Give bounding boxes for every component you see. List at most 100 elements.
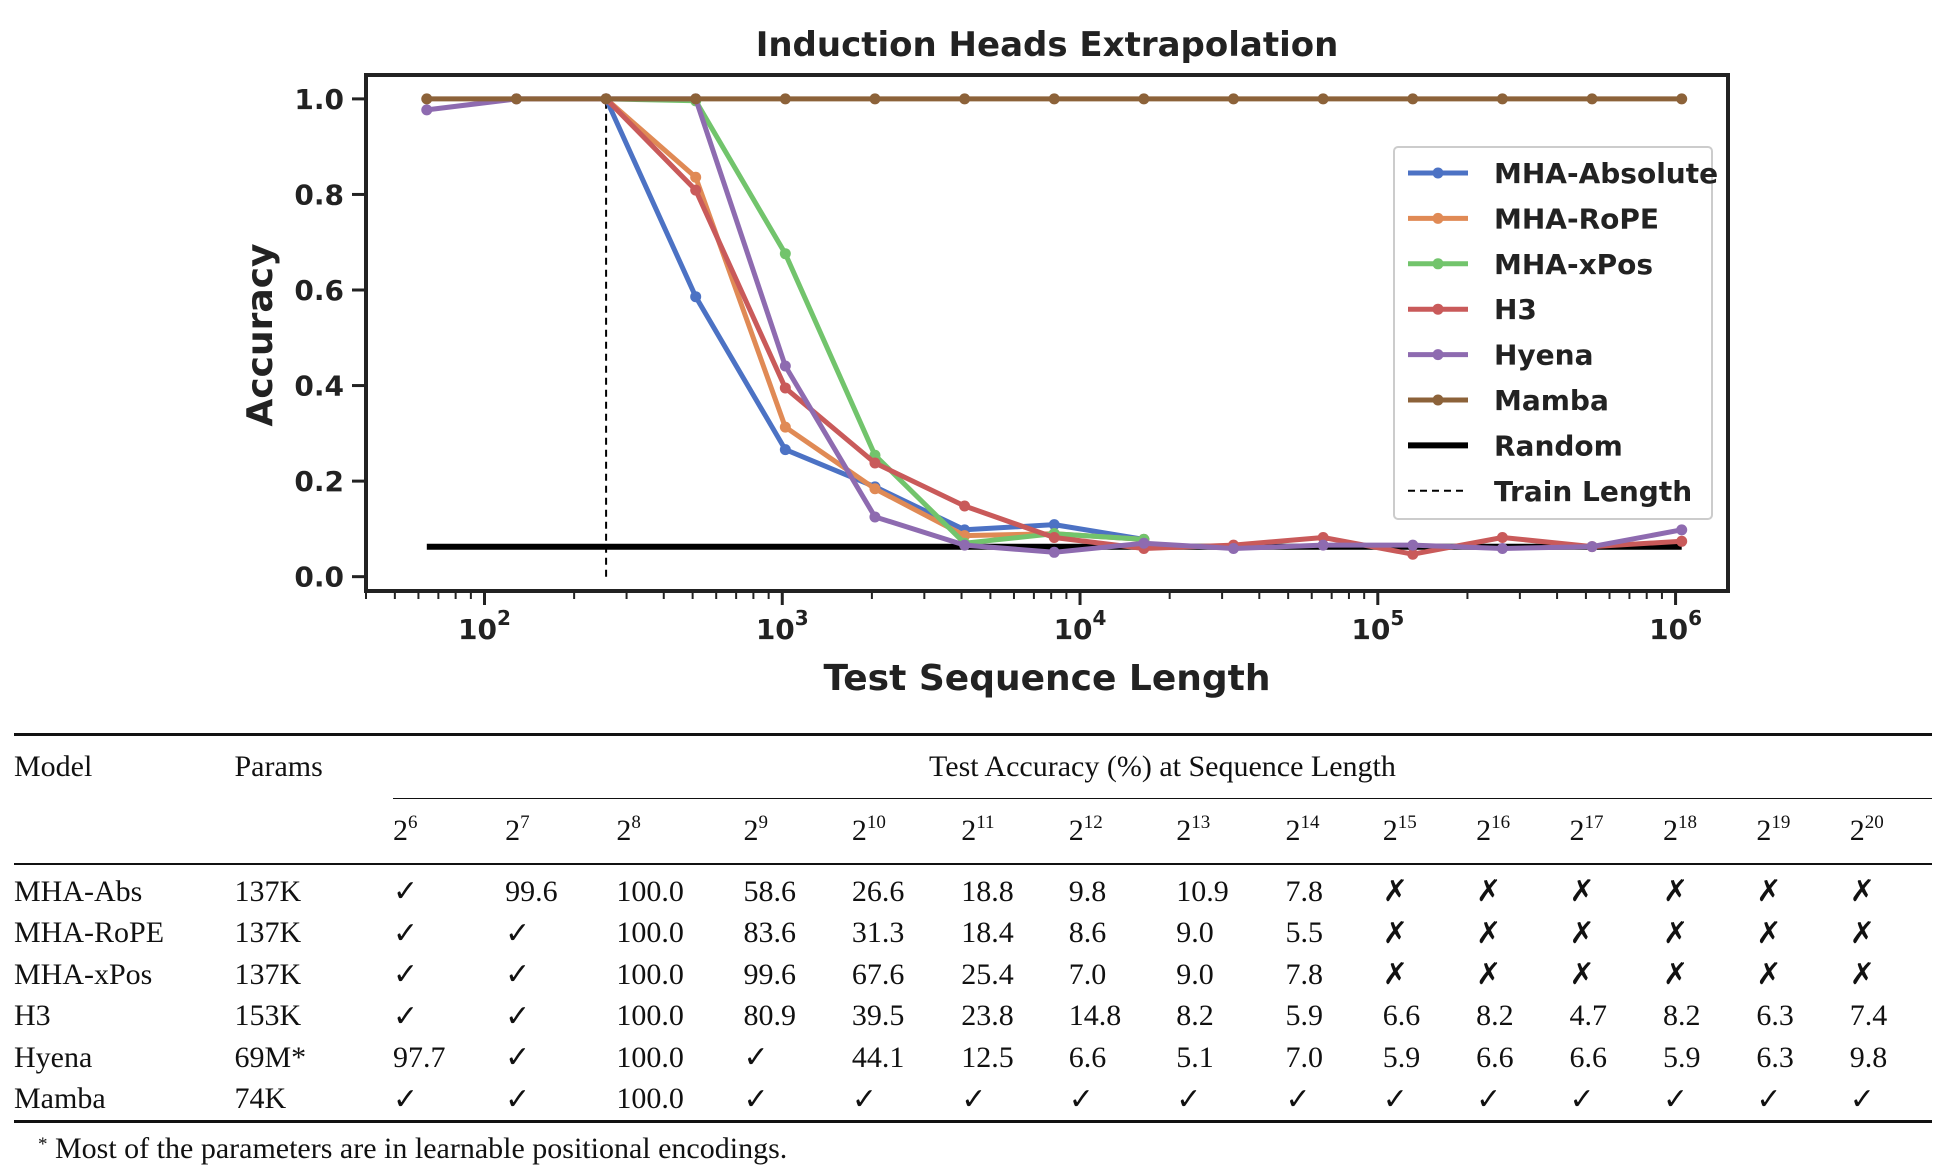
- col-header-span: Test Accuracy (%) at Sequence Length: [929, 750, 1396, 783]
- accuracy-cell: 5.9: [1382, 1040, 1421, 1074]
- data-point-mha-absolute: [690, 291, 702, 303]
- accuracy-cell: ✗: [1756, 958, 1782, 992]
- accuracy-cell: 80.9: [743, 999, 797, 1033]
- table-row: MHA-Abs 137K ✓ 99.6 100.0 58.6 26.6 18.8 9.8 10.9…: [14, 865, 1932, 913]
- length-header: 220: [1849, 798, 1932, 864]
- data-point-hyena: [869, 511, 881, 523]
- accuracy-cell: 8.2: [1476, 999, 1514, 1033]
- accuracy-cell: ✓: [392, 875, 419, 909]
- accuracy-cell: ✗: [1569, 875, 1595, 909]
- data-point-h3: [1048, 531, 1060, 543]
- data-point-hyena: [1496, 542, 1508, 554]
- accuracy-cell: ✓: [743, 1041, 769, 1075]
- accuracy-cell: ✓: [1662, 1082, 1689, 1116]
- length-header: 215: [1382, 798, 1477, 864]
- accuracy-cell: 8.6: [1068, 916, 1107, 950]
- legend-marker-mamba: [1432, 394, 1444, 406]
- params-cell: 69M*: [234, 1040, 307, 1074]
- length-header: 29: [743, 798, 852, 864]
- legend-box: [1393, 146, 1713, 520]
- data-point-hyena: [959, 539, 971, 551]
- model-name-cell: Mamba: [14, 1082, 106, 1116]
- accuracy-cell: ✗: [1849, 875, 1875, 909]
- legend-label-random: Random: [1494, 429, 1623, 462]
- data-point-mamba: [1228, 93, 1240, 105]
- data-point-mamba: [690, 93, 702, 105]
- length-header: 219: [1756, 798, 1850, 864]
- series-line-mha-rope: [604, 97, 1145, 542]
- accuracy-cell: 14.8: [1068, 999, 1122, 1033]
- legend-marker-hyena: [1432, 349, 1444, 361]
- x-tick-label: 106: [1649, 606, 1702, 646]
- table-row: H3 153K ✓ ✓ 100.0 80.9 39.5 23.8 14.8 8.2 5.9 6.6 8.…: [14, 996, 1932, 1038]
- accuracy-cell: ✓: [1849, 1082, 1875, 1116]
- legend-marker-mha-rope: [1432, 212, 1444, 224]
- accuracy-cell: ✗: [1849, 916, 1875, 950]
- accuracy-cell: 100.0: [616, 916, 684, 950]
- accuracy-cell: ✗: [1476, 875, 1502, 909]
- legend-marker-mha-absolute: [1432, 167, 1444, 179]
- data-point-mamba: [779, 93, 791, 105]
- accuracy-cell: ✓: [1176, 1082, 1202, 1116]
- model-name-cell: MHA-RoPE: [14, 916, 165, 950]
- accuracy-cell: ✓: [1285, 1082, 1311, 1116]
- x-tick-label: 105: [1351, 606, 1404, 646]
- model-name-cell: MHA-xPos: [14, 957, 153, 991]
- accuracy-cell: 58.6: [743, 874, 797, 908]
- accuracy-cell: ✓: [505, 958, 531, 992]
- accuracy-cell: ✗: [1756, 916, 1782, 950]
- accuracy-cell: ✓: [505, 916, 531, 950]
- length-header: 210: [851, 798, 962, 864]
- accuracy-cell: 100.0: [616, 1040, 684, 1074]
- data-point-mha-absolute: [1048, 519, 1060, 531]
- accuracy-cell: ✓: [392, 958, 419, 992]
- accuracy-cell: 100.0: [616, 999, 684, 1033]
- length-header: 26: [392, 798, 506, 864]
- legend-marker-h3: [1432, 303, 1444, 315]
- accuracy-cell: ✓: [743, 1082, 769, 1116]
- accuracy-cell: ✓: [851, 1082, 878, 1116]
- accuracy-cell: 7.8: [1285, 957, 1324, 991]
- x-axis-label: Test Sequence Length: [823, 658, 1270, 699]
- accuracy-cell: ✗: [1569, 916, 1595, 950]
- length-header: 216: [1476, 798, 1570, 864]
- params-cell: 137K: [234, 957, 302, 991]
- data-point-mamba: [421, 93, 433, 105]
- data-point-h3: [1407, 548, 1419, 560]
- accuracy-cell: 7.8: [1285, 874, 1324, 908]
- data-point-mamba: [869, 93, 881, 105]
- data-point-hyena: [1407, 539, 1419, 551]
- accuracy-cell: 10.9: [1176, 874, 1229, 908]
- accuracy-cell: 4.7: [1569, 999, 1608, 1033]
- data-point-h3: [1676, 535, 1688, 547]
- accuracy-cell: ✗: [1382, 916, 1408, 950]
- accuracy-cell: 8.2: [1662, 999, 1701, 1033]
- accuracy-cell: 18.8: [961, 874, 1014, 908]
- legend-label-hyena: Hyena: [1494, 339, 1594, 372]
- data-point-mamba: [1676, 93, 1688, 105]
- data-point-mamba: [1496, 93, 1508, 105]
- params-cell: 153K: [234, 999, 302, 1033]
- accuracy-cell: 83.6: [743, 916, 797, 950]
- y-tick-label: 0.8: [294, 178, 344, 211]
- chart-title: Induction Heads Extrapolation: [756, 25, 1339, 65]
- legend-marker-mha-xpos: [1432, 258, 1444, 270]
- legend: MHA-Absolute MHA-RoPE MHA-xPos H3 Hyena Mamba…: [1393, 146, 1718, 520]
- legend-label-mha-rope: MHA-RoPE: [1494, 202, 1659, 235]
- x-tick-label: 104: [1054, 606, 1107, 646]
- accuracy-cell: 97.7: [392, 1040, 446, 1074]
- table-row: MHA-xPos 137K ✓ ✓ 100.0 99.6 67.6 25.4 7.0 9.0 7.8…: [14, 954, 1932, 996]
- accuracy-cell: 9.0: [1176, 957, 1214, 991]
- y-axis-label: Accuracy: [240, 243, 281, 426]
- x-tick-label: 103: [756, 606, 809, 646]
- accuracy-cell: ✓: [961, 1082, 987, 1116]
- length-header: 213: [1176, 798, 1286, 864]
- length-header: 217: [1569, 798, 1663, 864]
- accuracy-cell: 7.4: [1849, 999, 1888, 1033]
- params-cell: 137K: [234, 916, 302, 950]
- accuracy-cell: 99.6: [743, 957, 797, 991]
- accuracy-cell: 5.5: [1285, 916, 1324, 950]
- accuracy-cell: ✓: [505, 1082, 531, 1116]
- accuracy-cell: 6.6: [1382, 999, 1421, 1033]
- data-point-h3: [1317, 531, 1329, 543]
